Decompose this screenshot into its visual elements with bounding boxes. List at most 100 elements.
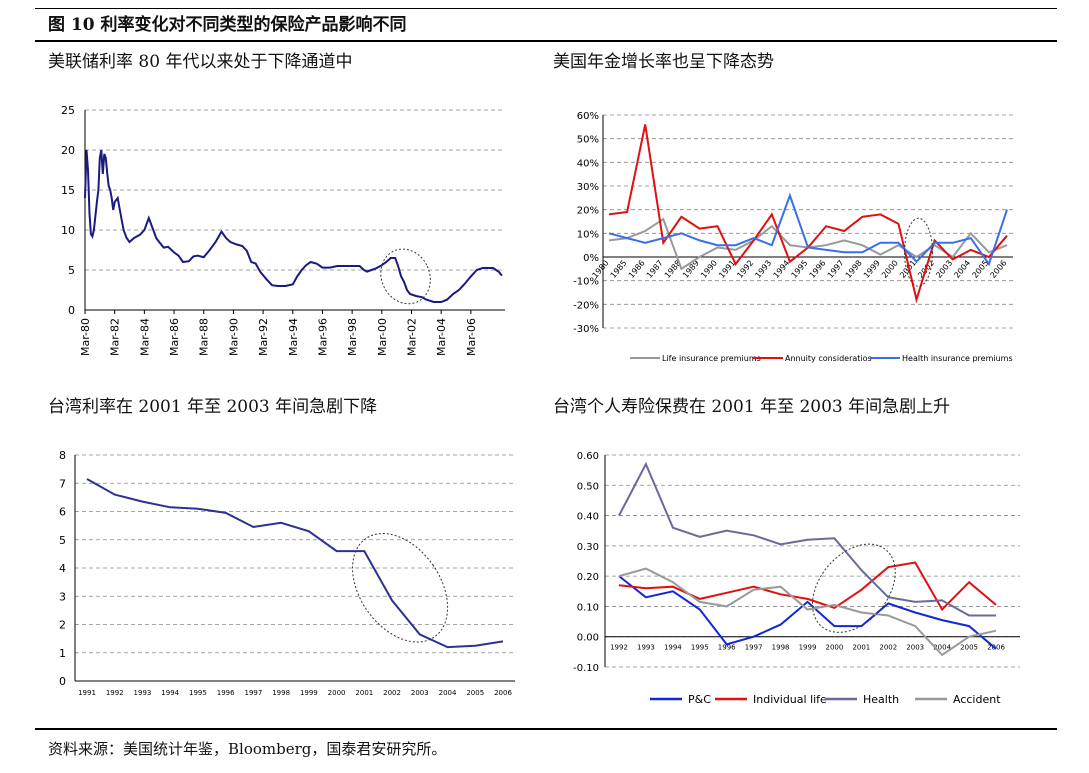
series-line-0 bbox=[618, 575, 997, 650]
chart-fed-rate: 0 5 10 15 20 25 Mar-80 Mar-82 Mar-84 Mar-86 Mar-88… bbox=[40, 95, 520, 389]
x-tick-label: 1998 bbox=[844, 259, 864, 280]
bottom-rule bbox=[35, 728, 1057, 730]
tw-premium-svg: -0.10 0.00 0.10 0.20 0.30 0.40 0.50 0.60 1992 199… bbox=[573, 451, 1020, 706]
x-tick-label: 1994 bbox=[771, 259, 791, 280]
x-tick-label: 2001 bbox=[355, 689, 373, 697]
legend-label: Annuity consideratios bbox=[785, 354, 872, 363]
x-tick-label: 2001 bbox=[852, 644, 870, 652]
x-tick-label: 2002 bbox=[879, 644, 897, 652]
y-tick-label: 20 bbox=[61, 144, 75, 157]
x-tick-label: Mar-80 bbox=[79, 318, 92, 356]
x-tick-label: 2006 bbox=[987, 644, 1005, 652]
x-tick-label: 1995 bbox=[790, 259, 810, 280]
series-line-2 bbox=[608, 192, 1008, 267]
x-tick-label: 1994 bbox=[161, 689, 179, 697]
legend-label: Health bbox=[863, 693, 899, 706]
legend-label: Life insurance premiums bbox=[662, 354, 761, 363]
y-tick-label: 4 bbox=[59, 562, 66, 575]
x-tick-label: 1995 bbox=[189, 689, 207, 697]
highlight-ellipse bbox=[812, 543, 896, 633]
x-tick-label: 1994 bbox=[664, 644, 682, 652]
y-tick-label: -20% bbox=[573, 300, 599, 311]
fed-rate-line bbox=[84, 149, 503, 303]
panel-title-tw-premium: 台湾个人寿险保费在 2001 年至 2003 年间急剧上升 bbox=[553, 397, 951, 417]
chart-tw-rate: 0 1 2 3 4 5 6 7 8 1991 1992 1993 1994 1995 1996 1997 199… bbox=[40, 445, 530, 709]
x-tick-label: 1998 bbox=[272, 689, 290, 697]
y-tick-label: 0.10 bbox=[577, 602, 599, 613]
x-tick-label: 1991 bbox=[78, 689, 96, 697]
x-tick-label: 1992 bbox=[610, 644, 628, 652]
x-tick-label: 2004 bbox=[952, 259, 972, 280]
fed-rate-svg: 0 5 10 15 20 25 Mar-80 Mar-82 Mar-84 Mar-86 Mar-88… bbox=[61, 104, 505, 356]
highlight-ellipse bbox=[904, 217, 934, 287]
x-tick-label: 2006 bbox=[989, 259, 1009, 280]
legend-label: Individual life bbox=[753, 693, 827, 706]
y-tick-label: 0 bbox=[59, 675, 66, 688]
y-tick-label: 30% bbox=[577, 182, 599, 193]
y-tick-label: 8 bbox=[59, 449, 66, 462]
x-tick-label: 2000 bbox=[880, 259, 900, 280]
y-tick-label: 1 bbox=[59, 647, 66, 660]
x-tick-label: 1999 bbox=[799, 644, 817, 652]
y-tick-label: 0 bbox=[68, 304, 75, 317]
x-tick-label: 2003 bbox=[411, 689, 429, 697]
y-tick-label: -10% bbox=[573, 277, 599, 288]
panel-title-tw-rate: 台湾利率在 2001 年至 2003 年间急剧下降 bbox=[48, 397, 378, 417]
y-tick-label: 5 bbox=[59, 534, 66, 547]
x-tick-label: 2002 bbox=[383, 689, 401, 697]
x-tick-label: Mar-84 bbox=[138, 318, 151, 356]
y-tick-label: -0.10 bbox=[573, 663, 599, 674]
series-line-2 bbox=[618, 461, 996, 617]
x-tick-label: 1999 bbox=[862, 259, 882, 280]
x-tick-label: 1986 bbox=[627, 259, 647, 280]
legend-label: Health insurance premiums bbox=[902, 354, 1013, 363]
y-tick-label: 2 bbox=[59, 619, 66, 632]
y-tick-label: 50% bbox=[577, 135, 599, 146]
x-tick-label: 1995 bbox=[691, 644, 709, 652]
y-tick-label: 10 bbox=[61, 224, 75, 237]
us-annuity-svg: -30%-20%-10%0%10%20%30%40%50%60%19801985… bbox=[573, 111, 1013, 363]
y-tick-label: 6 bbox=[59, 506, 66, 519]
series-line-3 bbox=[618, 567, 997, 657]
panel-title-fed-rate: 美联储利率 80 年代以来处于下降通道中 bbox=[48, 52, 353, 72]
x-tick-label: 1987 bbox=[645, 259, 665, 280]
x-tick-label: Mar-96 bbox=[316, 318, 329, 356]
y-tick-label: 25 bbox=[61, 104, 75, 117]
x-tick-label: 1992 bbox=[106, 689, 124, 697]
x-tick-label: Mar-88 bbox=[198, 318, 211, 356]
x-tick-label: Mar-04 bbox=[435, 318, 448, 356]
x-tick-label: 2003 bbox=[906, 644, 924, 652]
title-rule bbox=[35, 40, 1057, 42]
x-tick-label: 1988 bbox=[663, 259, 683, 280]
x-tick-label: 1996 bbox=[217, 689, 235, 697]
x-tick-label: Mar-86 bbox=[168, 318, 181, 356]
legend-label: P&C bbox=[688, 693, 711, 706]
x-tick-label: 1990 bbox=[699, 259, 719, 280]
y-tick-label: 0.40 bbox=[577, 512, 599, 523]
y-tick-label: 10% bbox=[577, 229, 599, 240]
figure-title: 图 10 利率变化对不同类型的保险产品影响不同 bbox=[48, 15, 407, 35]
x-tick-label: 1997 bbox=[745, 644, 763, 652]
legend-label: Accident bbox=[953, 693, 1001, 706]
top-rule bbox=[35, 8, 1057, 9]
x-tick-label: 2003 bbox=[934, 259, 954, 280]
x-tick-label: Mar-90 bbox=[227, 318, 240, 356]
source-note: 资料来源：美国统计年鉴，Bloomberg，国泰君安研究所。 bbox=[48, 740, 447, 758]
y-tick-label: 40% bbox=[577, 158, 599, 169]
series-line-1 bbox=[618, 561, 997, 612]
x-tick-label: 2005 bbox=[466, 689, 484, 697]
x-tick-label: 2004 bbox=[933, 644, 951, 652]
x-tick-label: 1999 bbox=[300, 689, 318, 697]
x-tick-label: Mar-94 bbox=[287, 318, 300, 356]
y-tick-label: 0% bbox=[583, 253, 599, 264]
highlight-ellipse bbox=[352, 533, 449, 643]
x-tick-label: 2000 bbox=[328, 689, 346, 697]
y-tick-label: 60% bbox=[577, 111, 599, 122]
chart-tw-premium: -0.10 0.00 0.10 0.20 0.30 0.40 0.50 0.60 1992 199… bbox=[545, 445, 1045, 719]
y-tick-label: 0.50 bbox=[577, 481, 599, 492]
x-tick-label: Mar-98 bbox=[346, 318, 359, 356]
y-tick-label: -30% bbox=[573, 324, 599, 335]
y-tick-label: 7 bbox=[59, 477, 66, 490]
x-tick-label: Mar-82 bbox=[109, 318, 122, 356]
x-tick-label: 1996 bbox=[718, 644, 736, 652]
